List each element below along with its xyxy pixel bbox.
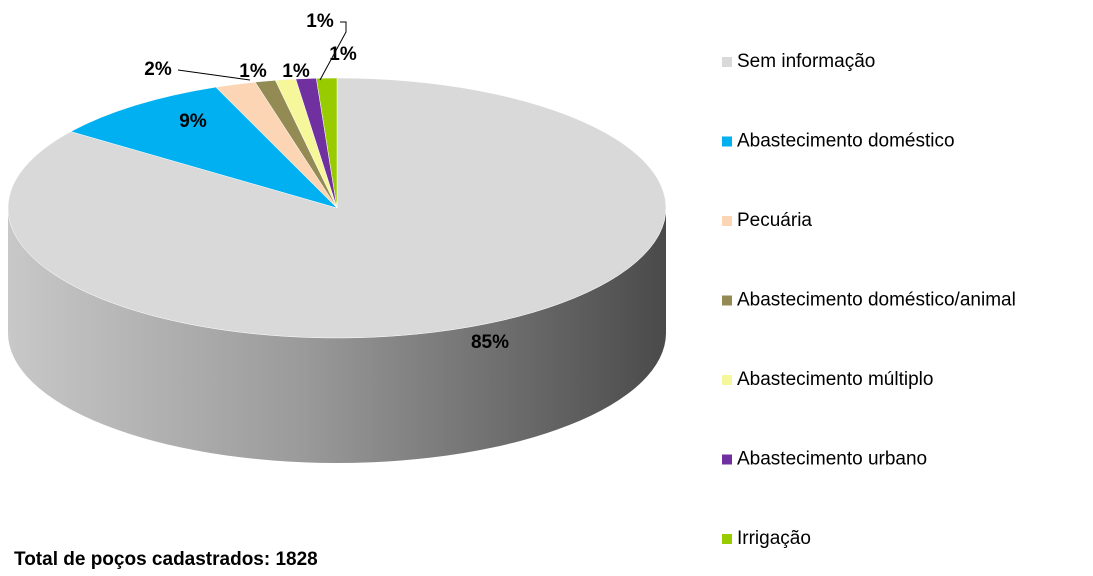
legend-label: Abastecimento múltiplo <box>737 369 933 390</box>
data-label: 1% <box>282 61 310 82</box>
pie-slice <box>316 77 338 209</box>
legend-label: Abastecimento urbano <box>737 449 927 470</box>
legend-label: Abastecimento doméstico <box>737 131 955 152</box>
legend: Sem informação Abastecimento doméstico Pec… <box>722 51 1016 549</box>
legend-swatch <box>722 216 732 226</box>
leader-line <box>177 69 251 81</box>
data-label: 1% <box>306 11 334 32</box>
legend-label: Sem informação <box>737 51 875 72</box>
leader-line <box>319 21 347 81</box>
data-label: 9% <box>179 111 207 132</box>
legend-swatch <box>722 534 732 544</box>
legend-swatch <box>722 375 732 385</box>
legend-swatch <box>722 136 732 147</box>
data-label: 1% <box>239 61 267 82</box>
legend-label: Abastecimento doméstico/animal <box>737 290 1016 311</box>
pie-side <box>8 208 666 463</box>
legend-label: Irrigação <box>737 528 811 549</box>
legend-swatch <box>722 454 732 465</box>
data-label: 85% <box>471 332 509 353</box>
data-label: 2% <box>144 59 172 80</box>
legend-label: Pecuária <box>737 210 812 231</box>
data-labels: 85%9%2% 1% 1%1%1% <box>144 11 509 353</box>
pie <box>7 77 667 463</box>
legend-swatch <box>722 57 732 67</box>
legend-swatch <box>722 295 732 306</box>
annotation: Total de poços cadastrados: 1828 <box>14 549 318 570</box>
pie-slice <box>70 86 338 209</box>
